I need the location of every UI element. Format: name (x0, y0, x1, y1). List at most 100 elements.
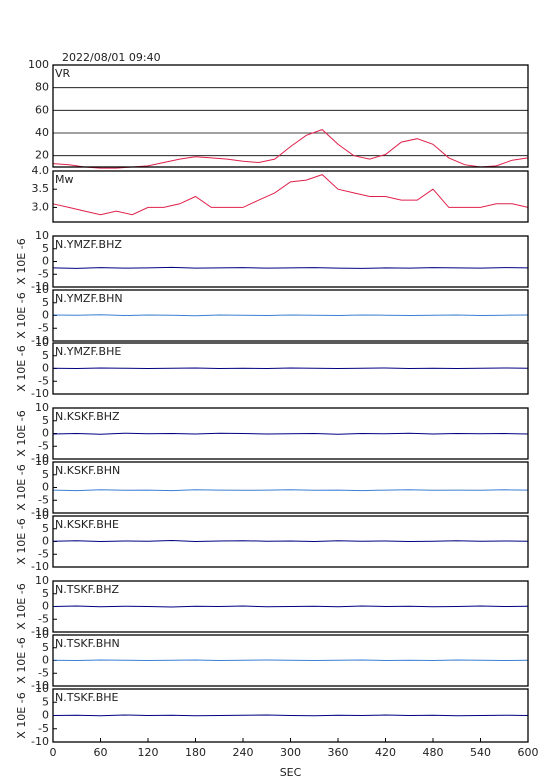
y-axis-label: X 10E -6 (15, 583, 28, 629)
panel-frame (52, 289, 529, 342)
series-line (52, 489, 529, 492)
y-tick-label: -10 (31, 387, 49, 400)
panel-frame (52, 515, 529, 568)
y-tick-label: 3.0 (32, 200, 50, 213)
y-tick-label: 5 (42, 414, 49, 427)
series-line (52, 714, 529, 717)
y-tick-label: 5 (42, 522, 49, 535)
y-tick-label: 60 (35, 103, 49, 116)
y-tick-label: 10 (35, 509, 49, 522)
series-label: N.YMZF.BHE (55, 345, 121, 358)
y-tick-label: 20 (35, 149, 49, 162)
series-line (52, 367, 529, 370)
panel-frame (52, 461, 529, 514)
y-tick-label: 5 (42, 296, 49, 309)
series-label: N.YMZF.BHZ (55, 238, 122, 251)
y-tick-label: 5 (42, 587, 49, 600)
panel-frame (52, 634, 529, 687)
series-label: N.TSKF.BHN (55, 637, 120, 650)
y-tick-label: 80 (35, 81, 49, 94)
x-tick-label: 0 (50, 746, 57, 759)
y-tick-label: 0 (42, 654, 49, 667)
y-tick-label: 5 (42, 641, 49, 654)
y-axis-label: X 10E -6 (15, 345, 28, 391)
chart-title: 2022/08/01 09:40 (62, 51, 161, 64)
y-tick-label: 10 (35, 455, 49, 468)
y-axis-label: X 10E -6 (15, 464, 28, 510)
y-tick-label: 10 (35, 283, 49, 296)
y-tick-label: -5 (38, 612, 49, 625)
series-line (52, 266, 529, 269)
panel-frame (52, 580, 529, 633)
y-tick-label: -10 (31, 625, 49, 638)
x-tick-label: 600 (518, 746, 539, 759)
series-label: N.KSKF.BHE (55, 518, 119, 531)
series-label: N.YMZF.BHN (55, 292, 123, 305)
y-tick-label: -5 (38, 493, 49, 506)
x-tick-label: 60 (94, 746, 108, 759)
y-tick-label: 5 (42, 468, 49, 481)
y-tick-label: -5 (38, 666, 49, 679)
y-axis-label: X 10E -6 (15, 518, 28, 564)
y-tick-label: -5 (38, 722, 49, 735)
panel-frame (52, 235, 529, 288)
y-tick-label: 5 (42, 242, 49, 255)
y-tick-label: 0 (42, 309, 49, 322)
y-tick-label: -5 (38, 439, 49, 452)
x-tick-label: 300 (280, 746, 301, 759)
y-tick-label: 0 (42, 709, 49, 722)
x-tick-label: 360 (328, 746, 349, 759)
series-label: N.TSKF.BHZ (55, 583, 120, 596)
x-tick-label: 180 (185, 746, 206, 759)
panel-frame (52, 170, 529, 223)
series-line (52, 174, 529, 216)
series-line (52, 539, 529, 543)
y-axis-label: X 10E -6 (15, 410, 28, 456)
y-tick-label: 10 (35, 574, 49, 587)
y-tick-label: 10 (35, 682, 49, 695)
y-tick-label: 40 (35, 126, 49, 139)
y-tick-label: -10 (31, 334, 49, 347)
x-tick-label: 240 (233, 746, 254, 759)
series-line (52, 129, 529, 169)
y-tick-label: 0 (42, 362, 49, 375)
panel-frame (52, 407, 529, 460)
y-tick-label: 10 (35, 336, 49, 349)
y-tick-label: 5 (42, 349, 49, 362)
y-tick-label: -10 (31, 280, 49, 293)
y-tick-label: -10 (31, 735, 49, 748)
series-line (52, 659, 529, 662)
y-tick-label: -5 (38, 267, 49, 280)
y-tick-label: -10 (31, 506, 49, 519)
y-tick-label: 5 (42, 695, 49, 708)
y-tick-label: 10 (35, 229, 49, 242)
y-tick-label: -10 (31, 560, 49, 573)
x-tick-label: 480 (423, 746, 444, 759)
series-label: N.KSKF.BHN (55, 464, 120, 477)
y-tick-label: 0 (42, 481, 49, 494)
x-axis-label: SEC (280, 766, 302, 779)
y-tick-label: 3.5 (32, 182, 50, 195)
y-axis-label: X 10E -6 (15, 238, 28, 284)
y-tick-label: 0 (42, 427, 49, 440)
series-label: N.TSKF.BHE (55, 691, 119, 704)
y-tick-label: 10 (35, 401, 49, 414)
x-tick-label: 120 (138, 746, 159, 759)
series-line (52, 432, 529, 435)
y-axis-label: X 10E -6 (15, 292, 28, 338)
y-tick-label: 10 (35, 628, 49, 641)
series-line (52, 314, 529, 317)
series-label: N.KSKF.BHZ (55, 410, 120, 423)
y-axis-label: X 10E -6 (15, 692, 28, 738)
y-tick-label: -10 (31, 452, 49, 465)
y-tick-label: 100 (28, 58, 49, 71)
y-tick-label: -5 (38, 321, 49, 334)
panel-frame (52, 64, 529, 168)
y-tick-label: 4.0 (32, 164, 50, 177)
x-tick-label: 540 (470, 746, 491, 759)
y-tick-label: 0 (42, 255, 49, 268)
series-line (52, 605, 529, 608)
y-tick-label: -5 (38, 374, 49, 387)
y-tick-label: 0 (42, 600, 49, 613)
